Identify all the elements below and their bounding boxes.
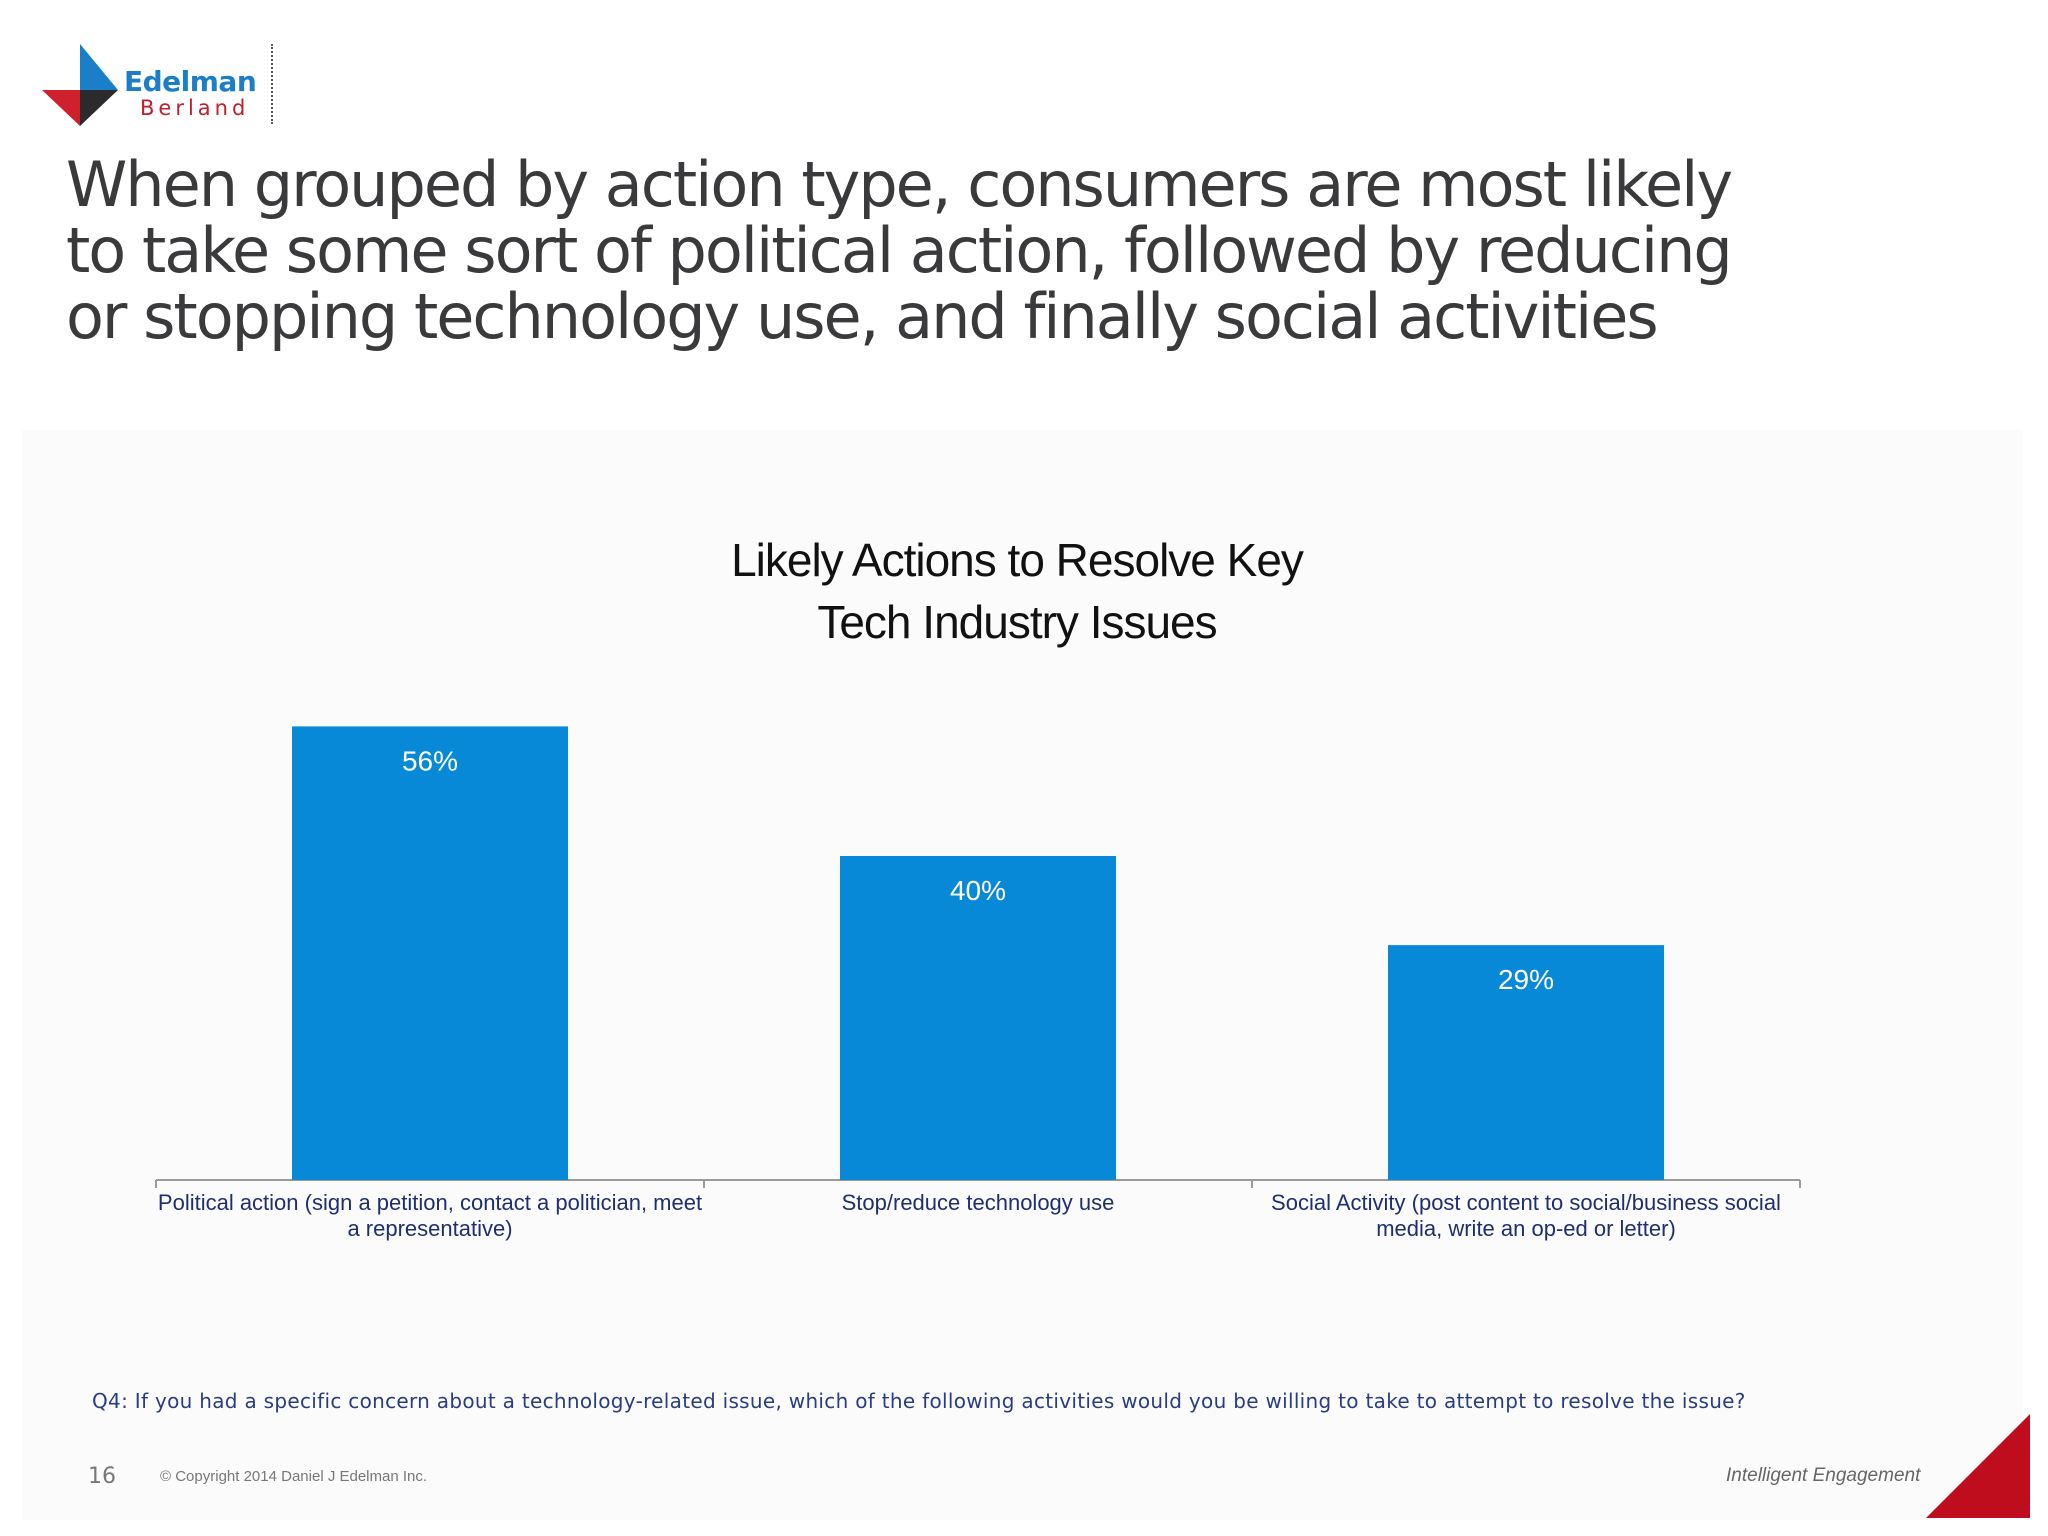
page-number: 16	[88, 1464, 116, 1489]
logo-wordmark-berland: Berland	[140, 96, 250, 120]
chart-title-line-1: Likely Actions to Resolve Key	[731, 534, 1304, 586]
bar-1	[292, 726, 568, 1180]
bar-value-label-1: 56%	[402, 745, 458, 776]
category-label-1: Political action (sign a petition, conta…	[157, 1190, 703, 1241]
copyright-notice: © Copyright 2014 Daniel J Edelman Inc.	[160, 1468, 428, 1485]
corner-triangle-icon	[1926, 1414, 2030, 1518]
bar-value-label-3: 29%	[1498, 964, 1554, 995]
chart-title-line-2: Tech Industry Issues	[817, 596, 1217, 648]
survey-question: Q4: If you had a specific concern about …	[92, 1389, 1746, 1413]
bar-2	[840, 856, 1116, 1180]
footer-tagline: Intelligent Engagement	[1726, 1465, 1921, 1486]
logo-wordmark-edelman: Edelman	[124, 65, 257, 98]
bar-value-label-2: 40%	[950, 875, 1006, 906]
category-label-2: Stop/reduce technology use	[841, 1190, 1115, 1215]
edelman-logo: Edelman Berland	[38, 40, 278, 130]
chart-title: Likely Actions to Resolve Key Tech Indus…	[0, 529, 2034, 653]
logo-divider	[271, 44, 273, 124]
bar-3	[1388, 945, 1664, 1180]
logo-mark-icon	[42, 44, 118, 126]
slide-headline: When grouped by action type, consumers a…	[66, 148, 1733, 353]
category-label-3: Social Activity (post content to social/…	[1271, 1190, 1781, 1241]
